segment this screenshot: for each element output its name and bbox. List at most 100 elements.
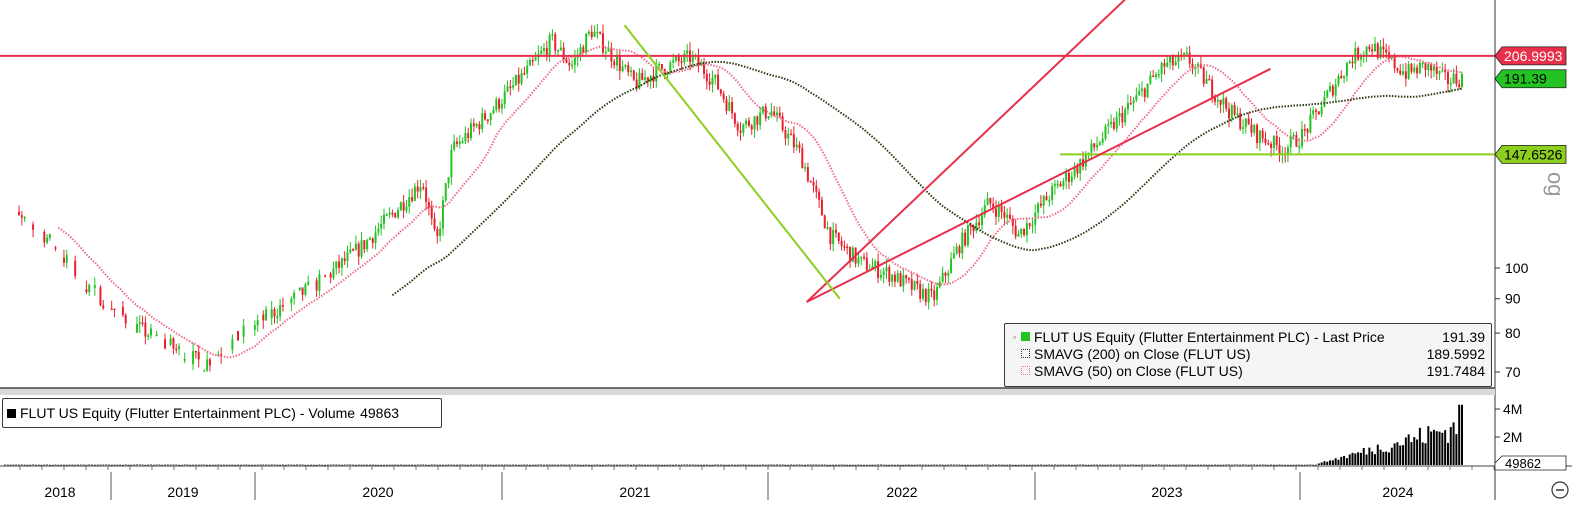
volume-bar	[1098, 464, 1101, 466]
volume-bar	[557, 464, 560, 466]
volume-bar	[1056, 464, 1059, 466]
volume-bar	[644, 464, 647, 466]
volume-bar	[994, 464, 997, 466]
candle-body	[1267, 143, 1270, 145]
y-tick-label: 70	[1505, 364, 1521, 380]
volume-bar	[411, 464, 414, 466]
volume-bar	[1298, 464, 1301, 466]
volume-bar	[220, 464, 223, 466]
volume-bar	[705, 464, 708, 466]
volume-bar	[1135, 464, 1138, 466]
volume-bar	[1124, 464, 1127, 466]
volume-bar	[354, 464, 357, 466]
candle-body	[324, 275, 327, 278]
volume-tag-label: 49862	[1505, 456, 1541, 471]
candle-body	[352, 249, 355, 251]
candle-body	[419, 187, 422, 192]
candle-body	[1292, 135, 1295, 137]
candle-body	[1452, 73, 1455, 84]
volume-bar	[371, 464, 374, 466]
candle-body	[1202, 67, 1205, 84]
candle-body	[697, 55, 700, 66]
volume-bar	[514, 464, 517, 466]
collapse-icon[interactable]: ▫	[1013, 331, 1017, 342]
candle-body	[32, 224, 35, 230]
volume-bar	[1270, 464, 1273, 466]
candle-body	[1166, 62, 1169, 67]
candle-body	[571, 64, 574, 67]
candle-body	[486, 119, 489, 122]
candle-body	[680, 61, 683, 63]
volume-bar	[520, 464, 523, 466]
candle-body	[360, 240, 363, 257]
volume-bar	[399, 464, 402, 466]
candle-body	[1059, 183, 1062, 187]
volume-bar	[680, 464, 683, 466]
volume-bar	[1272, 464, 1275, 466]
volume-bar	[868, 464, 871, 466]
volume-bar	[1300, 464, 1303, 466]
volume-bar	[211, 464, 214, 466]
volume-bar	[1112, 464, 1115, 466]
volume-bar	[1183, 464, 1186, 466]
candle-body	[461, 141, 464, 143]
volume-bar	[1345, 458, 1348, 465]
candle-body	[958, 246, 961, 254]
candle-body	[262, 314, 265, 321]
volume-bar	[1371, 451, 1374, 465]
volume-bar	[893, 464, 896, 466]
candle-body	[433, 218, 436, 229]
legend-value: 189.5992	[1426, 345, 1485, 362]
volume-bar	[200, 464, 203, 466]
candle-body	[197, 351, 200, 360]
candle-body	[102, 305, 105, 308]
volume-legend[interactable]: FLUT US Equity (Flutter Entertainment PL…	[2, 398, 442, 428]
candle-body	[1000, 205, 1003, 212]
volume-bar	[91, 464, 94, 466]
volume-bar	[576, 464, 579, 466]
volume-bar	[585, 464, 588, 466]
volume-bar	[910, 464, 913, 466]
candle-body	[208, 359, 211, 366]
volume-bar	[430, 464, 433, 466]
candle-body	[1129, 102, 1132, 105]
candle-body	[534, 57, 537, 61]
volume-bar	[615, 464, 618, 466]
volume-bar	[840, 464, 843, 466]
volume-bar	[472, 464, 475, 466]
volume-bar	[453, 464, 456, 466]
volume-bar	[1334, 458, 1337, 465]
candle-body	[514, 74, 517, 86]
candle-body	[1177, 54, 1180, 62]
volume-bar	[1278, 464, 1281, 466]
candle-body	[770, 111, 773, 117]
volume-bar	[237, 464, 240, 466]
volume-bar	[186, 464, 189, 466]
volume-bar	[756, 464, 759, 466]
candle-body	[1006, 214, 1009, 218]
volume-bar	[790, 464, 793, 466]
price-legend[interactable]: ▫ FLUT US Equity (Flutter Entertainment …	[1004, 323, 1492, 387]
volume-bar	[714, 464, 717, 466]
volume-bar	[1256, 464, 1259, 466]
candle-body	[1065, 172, 1068, 182]
volume-bar	[851, 464, 854, 466]
candle-body	[374, 232, 377, 243]
volume-bar	[531, 464, 534, 466]
volume-bar	[1152, 464, 1155, 466]
candle-body	[220, 354, 223, 356]
volume-bar	[189, 464, 192, 466]
volume-bar	[1070, 464, 1073, 466]
candle-body	[893, 274, 896, 282]
volume-bar	[947, 464, 950, 466]
volume-bar	[71, 464, 74, 466]
volume-bar	[1388, 452, 1391, 465]
volume-bar	[930, 464, 933, 466]
candle-body	[1118, 112, 1121, 117]
candle-body	[436, 228, 439, 236]
volume-bar	[703, 464, 706, 466]
candle-body	[938, 281, 941, 288]
candle-body	[1286, 147, 1289, 156]
volume-bar	[1225, 464, 1228, 466]
candle-body	[1017, 234, 1020, 237]
